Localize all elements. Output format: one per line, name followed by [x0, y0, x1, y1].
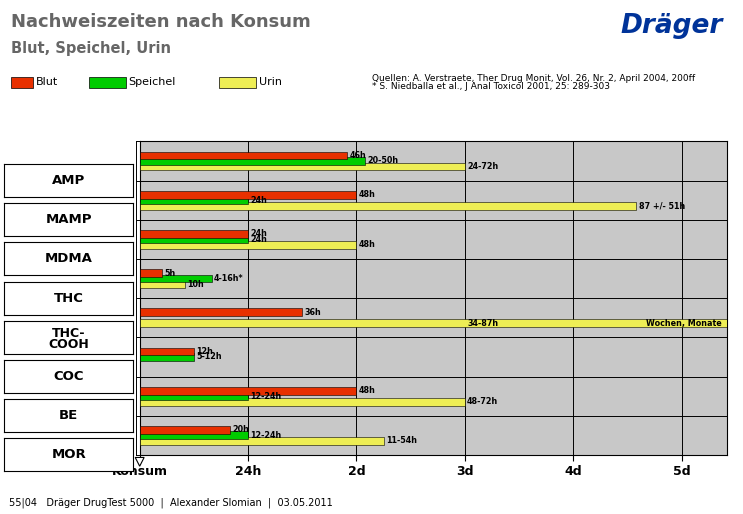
Text: Quellen: A. Verstraete, Ther Drug Monit, Vol. 26, Nr. 2, April 2004, 200ff: Quellen: A. Verstraete, Ther Drug Monit,… [372, 74, 695, 83]
Bar [140, 235, 248, 243]
Bar [140, 347, 194, 355]
Text: Urin: Urin [259, 77, 282, 87]
Bar [140, 191, 357, 198]
Text: Blut, Speichel, Urin: Blut, Speichel, Urin [11, 41, 171, 56]
Text: 24-72h: 24-72h [467, 162, 499, 171]
Bar [140, 280, 185, 288]
Text: 48h: 48h [359, 241, 375, 249]
Text: COOH: COOH [48, 338, 89, 351]
Text: MAMP: MAMP [45, 213, 92, 226]
Text: 5-12h: 5-12h [196, 353, 221, 361]
Text: MDMA: MDMA [45, 252, 93, 265]
Bar [140, 426, 230, 434]
Text: Blut: Blut [36, 77, 58, 87]
Bar [140, 319, 727, 327]
Text: THC-: THC- [52, 326, 85, 340]
Bar [140, 437, 383, 445]
Text: Dräger: Dräger [620, 13, 723, 39]
Text: 48-72h: 48-72h [467, 397, 499, 406]
Bar [140, 201, 636, 210]
Text: 55|04   Dräger DrugTest 5000  |  Alexander Slomian  |  03.05.2011: 55|04 Dräger DrugTest 5000 | Alexander S… [9, 498, 333, 508]
Text: Speichel: Speichel [129, 77, 176, 87]
Text: 36h: 36h [305, 308, 321, 317]
Bar [140, 353, 194, 361]
Bar [140, 392, 248, 400]
Bar [140, 431, 248, 439]
Text: * S. Niedballa et al., J Anal Toxicol 2001, 25: 289-303: * S. Niedballa et al., J Anal Toxicol 20… [372, 82, 609, 91]
Text: 11-54h: 11-54h [386, 436, 417, 445]
Text: 87 +/- 51h: 87 +/- 51h [639, 201, 685, 210]
Text: 12h: 12h [196, 347, 213, 356]
Text: 12-24h: 12-24h [250, 431, 282, 440]
Bar [140, 398, 465, 406]
Text: 4-16h*: 4-16h* [214, 274, 244, 283]
Text: 24h: 24h [250, 196, 267, 205]
Bar [140, 162, 465, 170]
Bar [140, 152, 348, 159]
Text: 48h: 48h [359, 386, 375, 395]
Bar [140, 230, 248, 238]
Text: 48h: 48h [359, 190, 375, 199]
Text: 20-50h: 20-50h [368, 156, 399, 166]
Bar [140, 241, 357, 249]
Text: 5h: 5h [164, 268, 176, 278]
Text: 46h: 46h [350, 151, 366, 160]
Text: 10h: 10h [187, 280, 204, 288]
Bar [140, 196, 248, 204]
Bar [140, 387, 357, 395]
Text: 24h: 24h [250, 235, 267, 244]
Text: COC: COC [53, 370, 84, 383]
Text: 34-87h: 34-87h [467, 319, 498, 328]
Text: THC: THC [53, 291, 84, 305]
Bar [140, 157, 366, 165]
Bar [140, 274, 212, 283]
Text: 24h: 24h [250, 229, 267, 238]
Text: Nachweiszeiten nach Konsum: Nachweiszeiten nach Konsum [11, 13, 311, 31]
Text: MOR: MOR [51, 448, 86, 462]
Bar [140, 308, 302, 316]
Text: 20h: 20h [233, 425, 249, 434]
Text: 12-24h: 12-24h [250, 392, 282, 400]
Text: BE: BE [59, 409, 78, 422]
Bar [140, 269, 162, 277]
Text: Wochen, Monate: Wochen, Monate [646, 319, 722, 328]
Text: AMP: AMP [52, 174, 85, 187]
